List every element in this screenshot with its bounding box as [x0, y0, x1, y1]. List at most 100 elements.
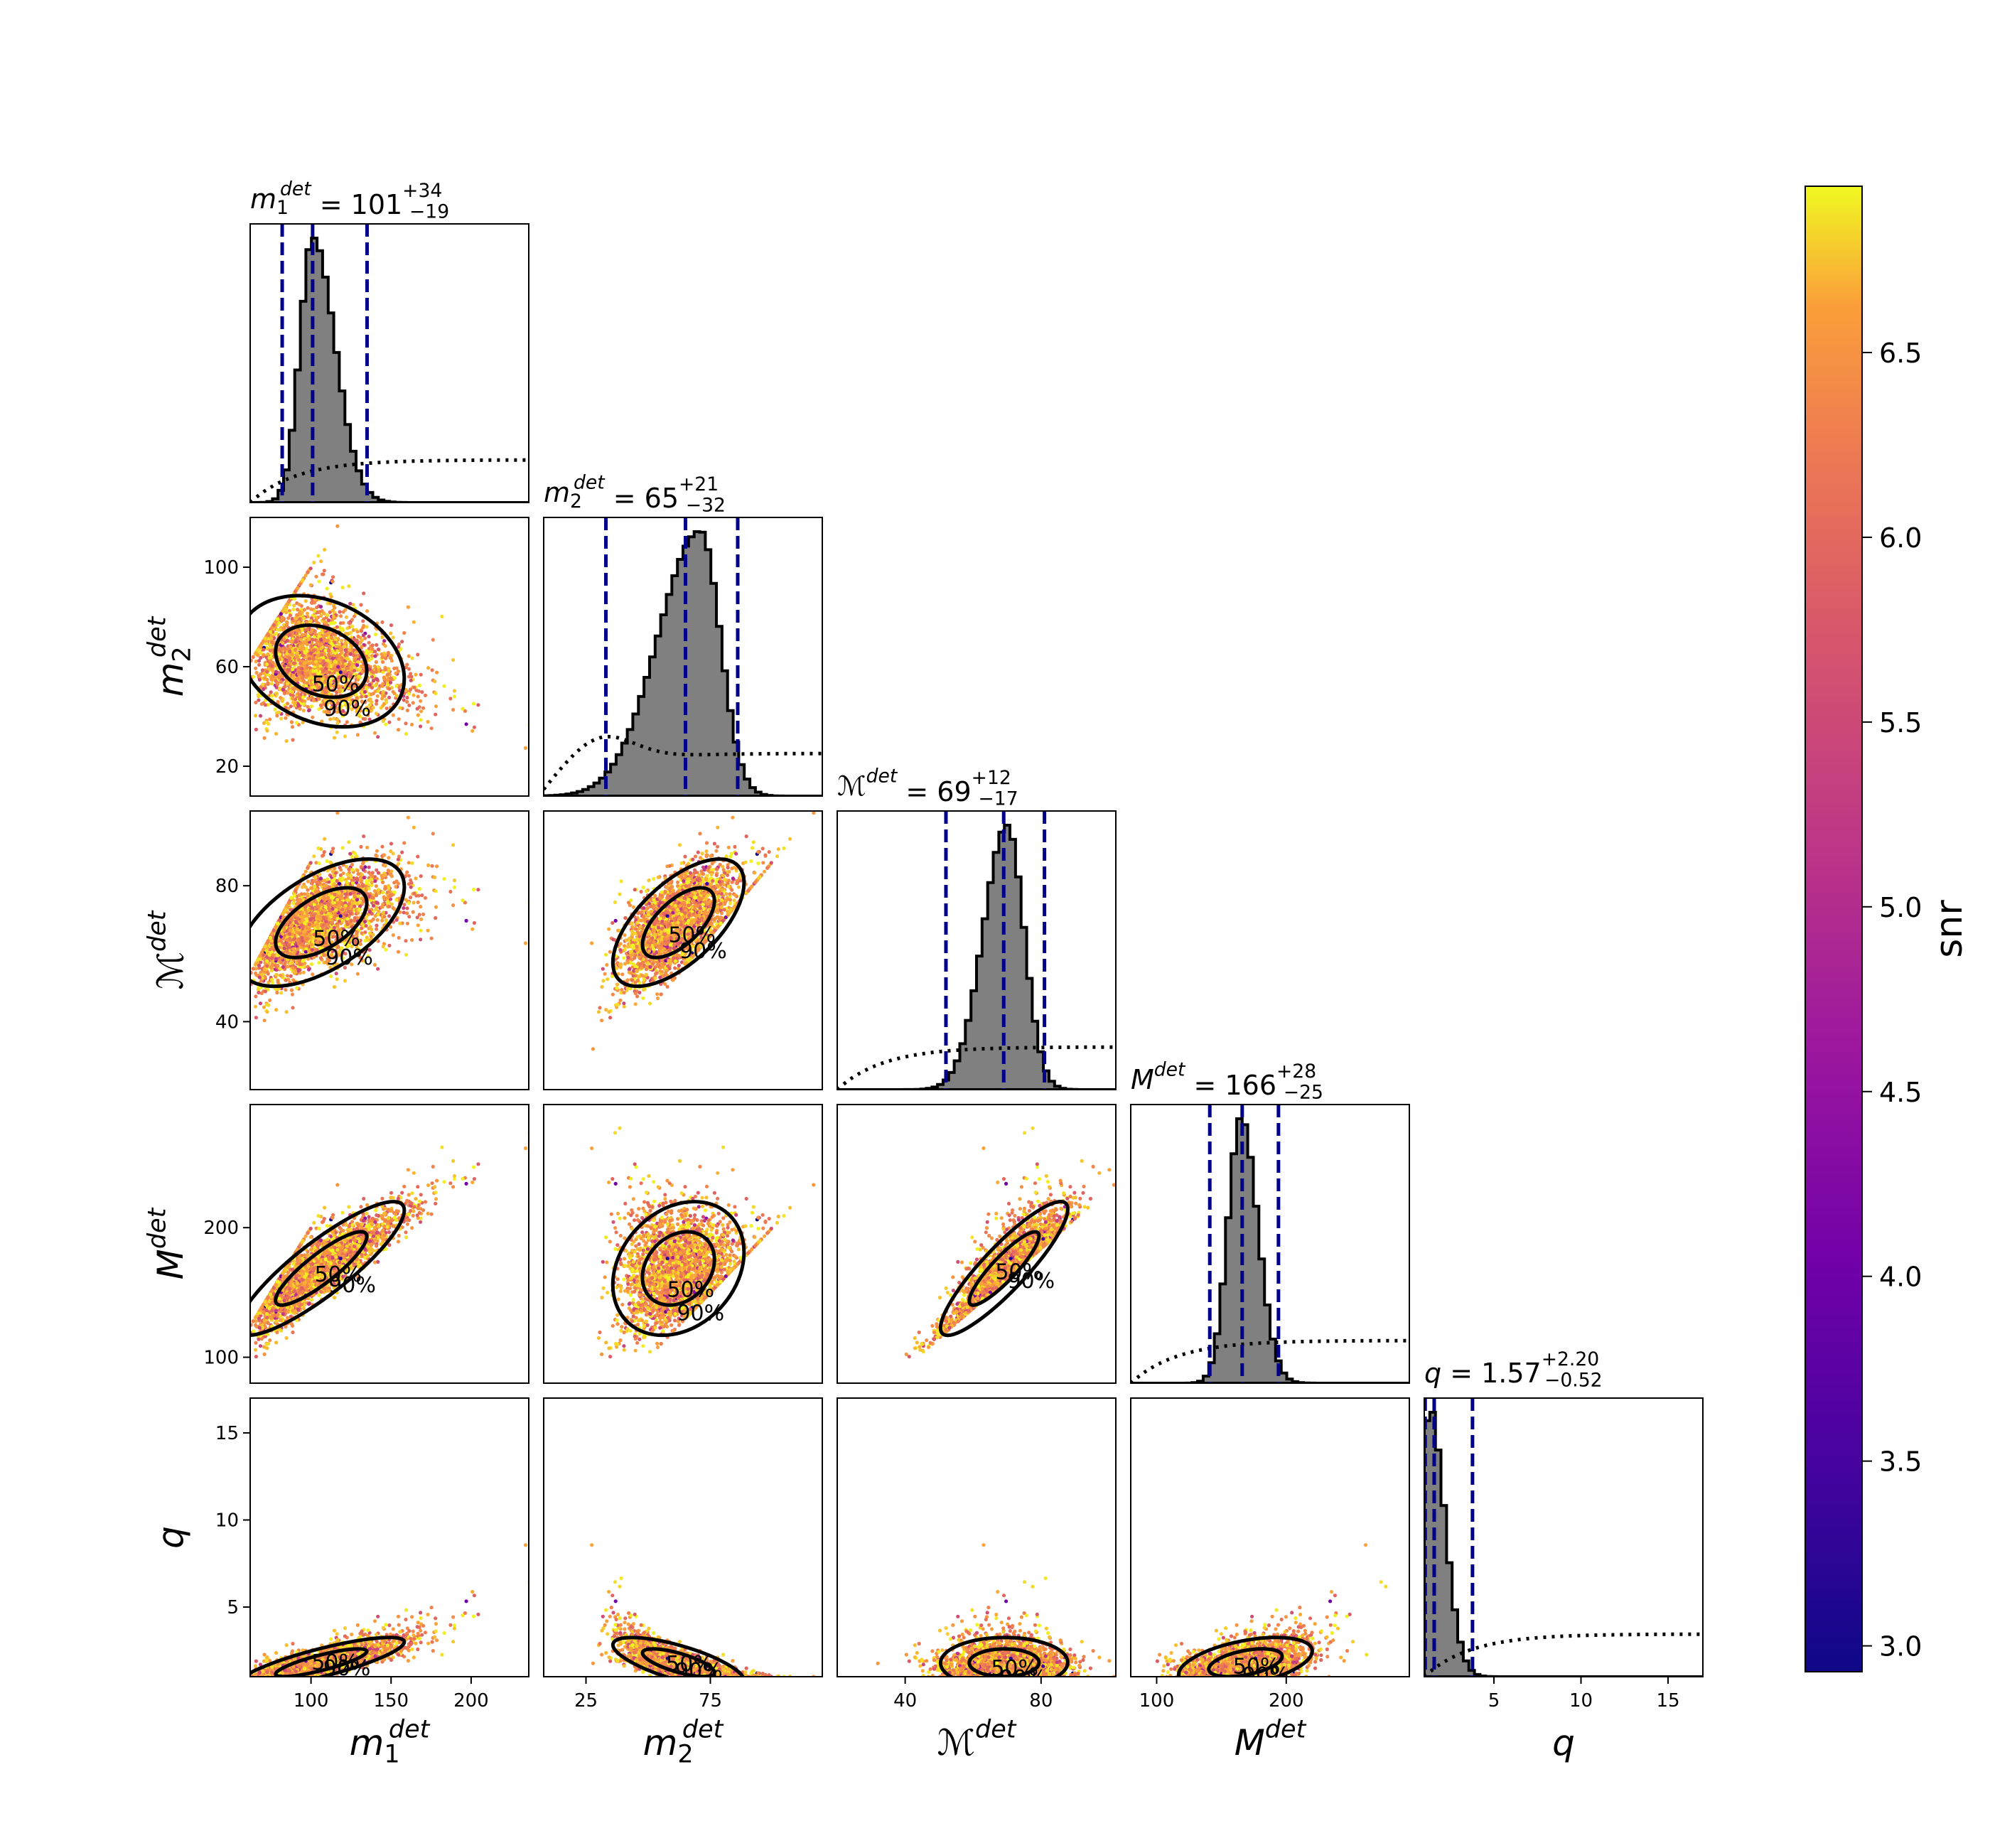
scatter-point [335, 914, 339, 918]
scatter-point [362, 591, 366, 596]
scatter-point [335, 811, 340, 815]
scatter-point [366, 938, 370, 942]
scatter-point [381, 689, 385, 694]
scatter-point [262, 967, 267, 971]
scatter-point [258, 714, 263, 718]
scatter-point [331, 847, 335, 851]
scatter-point [331, 614, 335, 618]
scatter-point [274, 670, 278, 674]
scatter-point [416, 652, 420, 657]
scatter-point [386, 869, 390, 873]
scatter-point [375, 699, 379, 703]
scatter-point [405, 695, 409, 700]
scatter-point [350, 881, 355, 886]
scatter-point [365, 609, 370, 613]
scatter-point [296, 901, 300, 905]
scatter-point [370, 883, 374, 888]
scatter-point [361, 619, 365, 623]
scatter-point [374, 884, 378, 888]
scatter-point [476, 703, 480, 707]
scatter-point [435, 670, 439, 675]
scatter-point [349, 682, 353, 686]
scatter-point [385, 890, 389, 894]
scatter-point [325, 859, 329, 864]
scatter-point [259, 991, 264, 996]
scatter-point [318, 605, 323, 609]
scatter-point [359, 844, 363, 849]
scatter-point [270, 664, 274, 668]
scatter-point [301, 720, 305, 724]
scatter-point [303, 573, 308, 578]
scatter-point [254, 727, 258, 731]
scatter-point [351, 628, 355, 633]
scatter-point [270, 648, 274, 652]
scatter-point [300, 579, 304, 583]
scatter-point [291, 901, 296, 906]
scatter-point [311, 972, 315, 977]
scatter-point [409, 678, 413, 682]
scatter-point [369, 692, 374, 697]
scatter-point [396, 857, 400, 861]
scatter-point [279, 973, 283, 977]
scatter-point [375, 694, 380, 698]
scatter-point [309, 962, 314, 967]
scatter-point [350, 698, 355, 702]
scatter-point [286, 670, 290, 675]
scatter-point [375, 643, 379, 647]
scatter-point [359, 603, 363, 607]
scatter-point [295, 654, 299, 658]
scatter-point [353, 915, 357, 920]
scatter-point [293, 701, 297, 705]
scatter-point [470, 927, 475, 931]
hist-panel-m1: m1det = 101+34 −19 [249, 178, 529, 503]
scatter-point [235, 688, 238, 692]
scatter-point [360, 957, 364, 961]
scatter-point [386, 650, 390, 655]
scatter-point [332, 903, 336, 908]
scatter-point [313, 660, 318, 664]
scatter-point [346, 666, 350, 670]
scatter-point [339, 614, 343, 618]
scatter-point [297, 602, 301, 607]
scatter-point [464, 918, 468, 923]
scatter-point [309, 630, 313, 634]
scatter-point [566, 879, 570, 883]
scatter-point [412, 620, 416, 624]
scatter-point [370, 675, 375, 679]
scatter-point [321, 656, 326, 660]
scatter-point [335, 667, 339, 672]
scatter-point [303, 908, 308, 912]
scatter-point [417, 886, 421, 891]
scatter-point [381, 902, 385, 906]
scatter-point [343, 670, 348, 674]
scatter-point [284, 610, 289, 615]
scatter-point [402, 906, 406, 910]
scatter-point [419, 928, 423, 933]
scatter-point [350, 962, 354, 967]
scatter-point [410, 656, 414, 660]
scatter-point [296, 677, 300, 682]
scatter-point [360, 699, 364, 704]
scatter-point [317, 861, 321, 866]
scatter-point [322, 637, 326, 641]
scatter-point [380, 697, 384, 701]
scatter-point [330, 907, 335, 911]
scatter-point [329, 880, 334, 884]
scatter-point [397, 935, 401, 940]
scatter-point [285, 620, 289, 624]
scatter-point [416, 713, 420, 717]
scatter-point [349, 919, 353, 923]
scatter-point [328, 644, 332, 648]
scatter-point [389, 842, 394, 846]
scatter-point [306, 570, 310, 574]
scatter-point [326, 877, 330, 881]
scatter-point [301, 643, 305, 648]
scatter-point [375, 677, 380, 682]
scatter-point [370, 685, 374, 690]
scatter-point [376, 689, 380, 694]
axes-frame [249, 223, 529, 503]
scatter-point [365, 679, 370, 683]
scatter-point [264, 955, 269, 959]
scatter-point [263, 969, 267, 974]
scatter-point [566, 716, 570, 720]
